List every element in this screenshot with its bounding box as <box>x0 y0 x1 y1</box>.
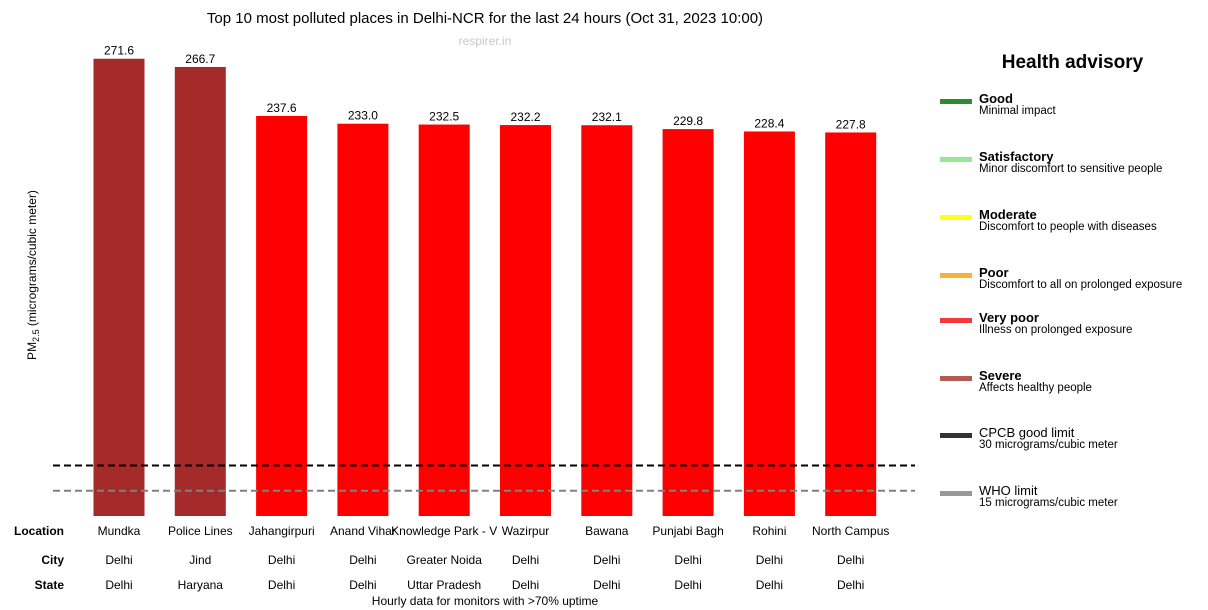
location-cell-8: Punjabi Bagh <box>652 524 724 538</box>
bar-value-label-3: 237.6 <box>267 101 297 115</box>
bar-value-label-10: 227.8 <box>836 117 866 131</box>
state-cell-10: Delhi <box>837 578 865 592</box>
bar-value-label-7: 232.1 <box>592 110 622 124</box>
health-advisory-title: Health advisory <box>1001 52 1144 73</box>
row-head-state: State <box>34 578 64 592</box>
legend-description: Minor discomfort to sensitive people <box>979 163 1163 175</box>
row-head-location: Location <box>14 524 64 538</box>
location-cell-10: North Campus <box>812 524 890 538</box>
legend-item-very-poor: Very poor Illness on prolonged exposure <box>940 311 1208 343</box>
city-cell-2: Jind <box>189 553 212 567</box>
bar-value-label-4: 233.0 <box>348 109 378 123</box>
legend-item-good: Good Minimal impact <box>940 92 1208 124</box>
legend-name: CPCB good limit <box>979 425 1075 440</box>
state-cell-6: Delhi <box>511 578 540 592</box>
state-cell-7: Delhi <box>593 578 621 592</box>
bar-7 <box>581 125 633 516</box>
location-cell-5: Knowledge Park - V <box>391 524 498 538</box>
row-head-city: City <box>41 553 64 567</box>
state-cell-3: Delhi <box>267 578 296 592</box>
footnote: Hourly data for monitors with >70% uptim… <box>371 594 599 608</box>
legend-item-who-limit: WHO limit 15 micrograms/cubic meter <box>940 484 1208 516</box>
legend-swatch <box>940 433 972 438</box>
bar-value-label-2: 266.7 <box>185 52 215 66</box>
location-cell-2: Police Lines <box>167 524 233 538</box>
state-cell-9: Delhi <box>755 578 784 592</box>
legend-swatch <box>940 491 972 496</box>
bar-4 <box>337 123 389 516</box>
legend-description: 30 micrograms/cubic meter <box>979 439 1118 451</box>
bar-chart: 271.6 266.7 237.6 233.0 232.5 232.2 232.1 229.8… <box>53 44 915 517</box>
city-cell-10: Delhi <box>837 553 865 567</box>
legend-description: Affects healthy people <box>979 382 1092 394</box>
bar-value-label-8: 229.8 <box>673 114 703 128</box>
legend-name: Satisfactory <box>979 149 1054 164</box>
legend-swatch <box>940 376 972 381</box>
bar-value-label-1: 271.6 <box>104 44 134 58</box>
legend-item-severe: Severe Affects healthy people <box>940 369 1208 401</box>
city-cell-7: Delhi <box>593 553 621 567</box>
legend-item-satisfactory: Satisfactory Minor discomfort to sensitiv… <box>940 150 1208 182</box>
legend-item-moderate: Moderate Discomfort to people with diseas… <box>940 208 1208 240</box>
legend-swatch <box>940 157 972 162</box>
legend-description: Discomfort to people with diseases <box>979 221 1157 233</box>
bar-value-label-6: 232.2 <box>510 110 540 124</box>
bar-6 <box>500 125 551 517</box>
legend-name: WHO limit <box>979 483 1038 498</box>
bar-3 <box>256 115 308 516</box>
legend-name: Poor <box>979 265 1009 280</box>
legend-description: 15 micrograms/cubic meter <box>979 497 1118 509</box>
bar-1 <box>93 58 145 516</box>
legend-name: Severe <box>979 368 1022 383</box>
legend-item-poor: Poor Discomfort to all on prolonged expos… <box>940 266 1208 298</box>
bar-9 <box>743 131 795 516</box>
location-cell-7: Bawana <box>585 524 629 538</box>
city-cell-4: Delhi <box>349 553 377 567</box>
state-cell-4: Delhi <box>349 578 377 592</box>
state-cell-5: Uttar Pradesh <box>407 578 482 592</box>
city-cell-9: Delhi <box>755 553 784 567</box>
location-cell-9: Rohini <box>752 524 787 538</box>
location-cell-4: Anand Vihar <box>329 524 396 538</box>
chart-subtitle: respirer.in <box>458 34 512 48</box>
bar-5 <box>418 124 470 517</box>
legend-name: Moderate <box>979 207 1037 222</box>
legend-swatch <box>940 273 972 278</box>
legend-swatch <box>940 318 972 323</box>
bar-10 <box>825 132 877 516</box>
location-cell-3: Jahangirpuri <box>248 524 315 538</box>
state-cell-1: Delhi <box>105 578 133 592</box>
bar-value-label-9: 228.4 <box>754 116 784 130</box>
location-cell-1: Mundka <box>97 524 141 538</box>
state-cell-8: Delhi <box>674 578 702 592</box>
legend-description: Discomfort to all on prolonged exposure <box>979 279 1183 291</box>
legend-description: Illness on prolonged exposure <box>979 324 1133 336</box>
bar-8 <box>662 129 714 517</box>
city-cell-1: Delhi <box>105 553 133 567</box>
legend-swatch <box>940 215 972 220</box>
state-cell-2: Haryana <box>177 578 223 592</box>
legend-name: Very poor <box>979 310 1039 325</box>
bar-value-label-5: 232.5 <box>429 110 459 124</box>
bar-2 <box>174 66 226 516</box>
city-cell-8: Delhi <box>674 553 702 567</box>
location-cell-6: Wazirpur <box>501 524 550 538</box>
chart-title: Top 10 most polluted places in Delhi-NCR… <box>206 10 764 27</box>
city-cell-5: Greater Noida <box>406 553 482 567</box>
legend-item-cpcb-good-limit: CPCB good limit 30 micrograms/cubic meter <box>940 426 1208 458</box>
city-cell-3: Delhi <box>267 553 296 567</box>
city-cell-6: Delhi <box>511 553 540 567</box>
legend-name: Good <box>979 91 1013 106</box>
legend-description: Minimal impact <box>979 105 1056 117</box>
legend-swatch <box>940 99 972 104</box>
